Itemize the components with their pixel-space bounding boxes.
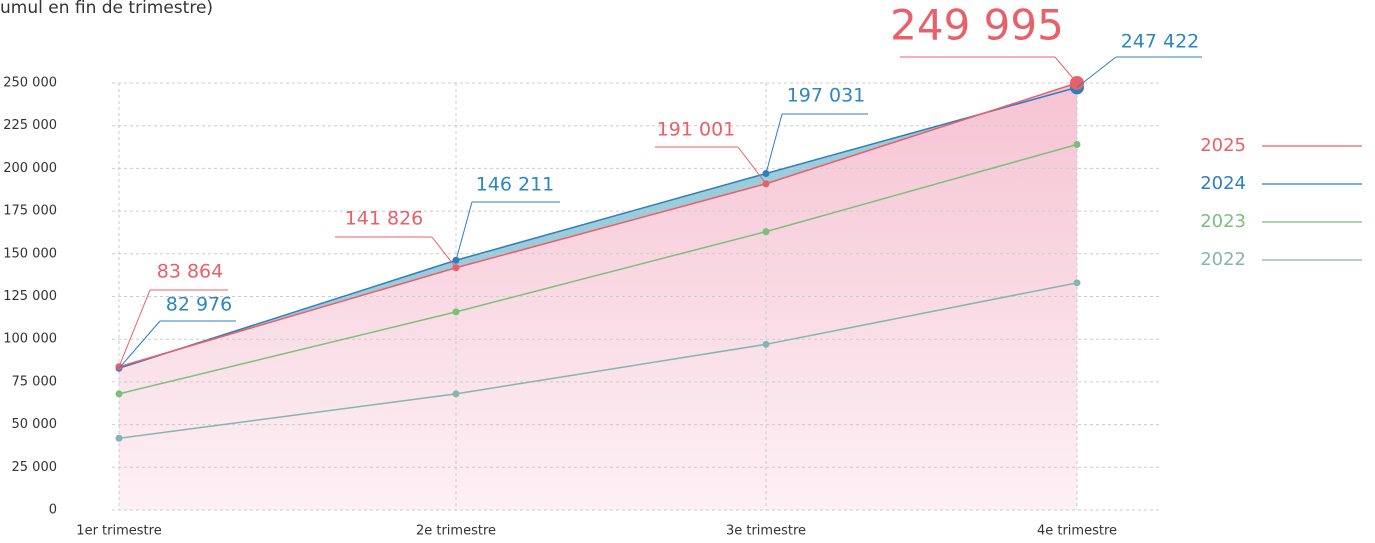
point xyxy=(1073,279,1081,287)
point xyxy=(115,434,123,442)
series-line xyxy=(118,82,1078,368)
y-tick-label: 50 000 xyxy=(12,417,58,432)
data-label: 249 995 xyxy=(890,1,1064,50)
data-label: 197 031 xyxy=(787,85,866,107)
callout-leader xyxy=(118,320,161,369)
y-tick-label: 225 000 xyxy=(3,118,57,133)
point xyxy=(452,390,460,398)
legend-label: 2024 xyxy=(1200,173,1246,194)
y-tick-label: 0 xyxy=(49,503,57,518)
x-tick-label: 3e trimestre xyxy=(726,524,806,539)
callout-leader xyxy=(455,201,473,261)
legend-label: 2022 xyxy=(1200,249,1246,270)
point xyxy=(1073,140,1081,148)
chart-title: umul en fin de trimestre) xyxy=(0,0,213,18)
data-label: 146 211 xyxy=(476,174,555,196)
y-tick-label: 75 000 xyxy=(12,374,58,389)
data-label: 191 001 xyxy=(657,119,736,141)
x-tick-label: 1er trimestre xyxy=(76,524,161,539)
y-tick-label: 250 000 xyxy=(3,76,57,91)
y-tick-label: 125 000 xyxy=(3,289,57,304)
callout-leader xyxy=(1076,56,1117,88)
series-line xyxy=(118,282,1078,440)
callout-leader xyxy=(431,236,457,269)
y-tick-label: 200 000 xyxy=(3,161,57,176)
data-label: 83 864 xyxy=(157,261,223,283)
data-label: 82 976 xyxy=(166,294,232,316)
y-tick-label: 25 000 xyxy=(12,460,58,475)
y-tick-label: 100 000 xyxy=(3,332,57,347)
data-label: 247 422 xyxy=(1121,31,1200,53)
legend-label: 2025 xyxy=(1200,135,1246,156)
y-tick-label: 175 000 xyxy=(3,204,57,219)
point xyxy=(762,228,770,236)
callout-leader xyxy=(1054,56,1078,84)
x-tick-label: 4e trimestre xyxy=(1037,524,1117,539)
series-line xyxy=(118,143,1078,395)
callout-leader xyxy=(737,146,767,185)
legend-label: 2023 xyxy=(1200,211,1246,232)
point xyxy=(452,308,460,316)
y-tick-label: 150 000 xyxy=(3,246,57,261)
point xyxy=(762,340,770,348)
series-line xyxy=(118,86,1078,369)
x-tick-label: 2e trimestre xyxy=(416,524,496,539)
callout-leader xyxy=(765,113,783,174)
point xyxy=(115,390,123,398)
data-label: 141 826 xyxy=(345,208,424,230)
callout-leader xyxy=(118,289,151,367)
